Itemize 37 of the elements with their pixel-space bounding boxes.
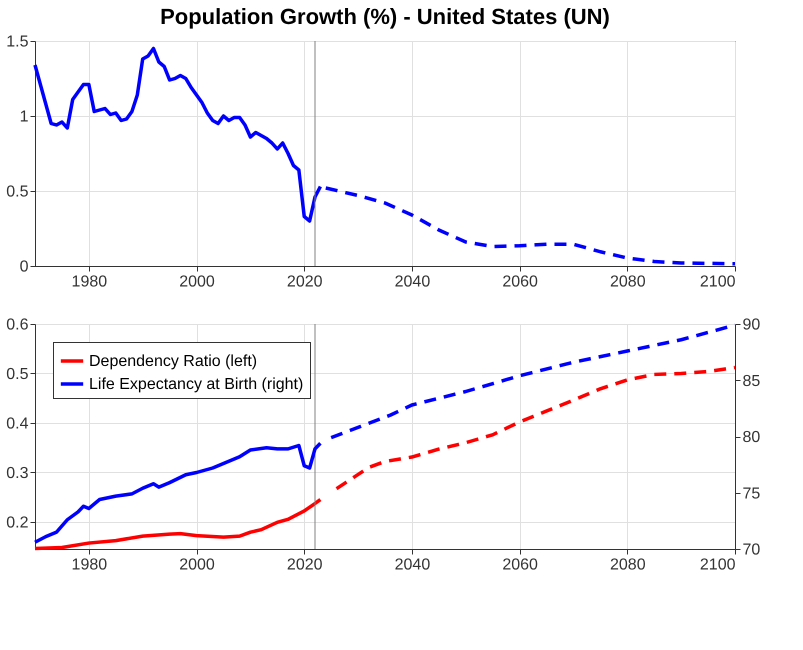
- x-tick-label: 1980: [72, 274, 108, 290]
- y-tick-label: 0.5: [6, 184, 29, 200]
- x-tick-label: 2080: [610, 556, 646, 574]
- x-tick-label: 2060: [502, 274, 538, 290]
- y2-tick-label: 80: [742, 429, 760, 446]
- x-tick-label: 2060: [502, 556, 538, 574]
- line-series: [324, 186, 737, 266]
- y2-tick-label: 75: [742, 485, 760, 502]
- x-tick-label: 2020: [286, 556, 323, 574]
- x-tick-label: 2100: [700, 556, 736, 574]
- legend-label: Dependency Ratio (left): [89, 353, 258, 370]
- line-series: [33, 498, 322, 550]
- y-tick-label: 0.2: [6, 514, 29, 532]
- y-tick-label: 0.4: [6, 415, 29, 432]
- y2-tick-label: 70: [742, 542, 760, 558]
- y-tick-label: 0: [20, 258, 29, 276]
- y-tick-label: 0.6: [6, 316, 29, 334]
- x-tick-label: 2040: [394, 274, 430, 290]
- y-tick-label: 1: [20, 108, 29, 126]
- y-tick-label: 0.3: [6, 464, 29, 482]
- x-tick-label: 2100: [700, 274, 736, 290]
- y2-tick-label: 90: [742, 316, 760, 334]
- line-series: [33, 46, 322, 223]
- x-tick-label: 2000: [179, 274, 215, 290]
- x-tick-label: 1980: [72, 556, 108, 574]
- y2-tick-label: 85: [742, 372, 760, 390]
- x-tick-label: 2000: [179, 556, 215, 574]
- line-series: [334, 366, 737, 490]
- y-tick-label: 0.5: [6, 366, 29, 383]
- x-tick-label: 2040: [394, 556, 430, 574]
- line-series: [33, 442, 322, 544]
- line-series: [329, 323, 737, 440]
- y-tick-label: 1.5: [6, 34, 29, 50]
- x-tick-label: 2080: [610, 274, 646, 290]
- x-tick-label: 2020: [286, 274, 323, 290]
- chart-title: Population Growth (%) - United States (UN): [160, 4, 610, 29]
- legend-label: Life Expectancy at Birth (right): [89, 376, 304, 393]
